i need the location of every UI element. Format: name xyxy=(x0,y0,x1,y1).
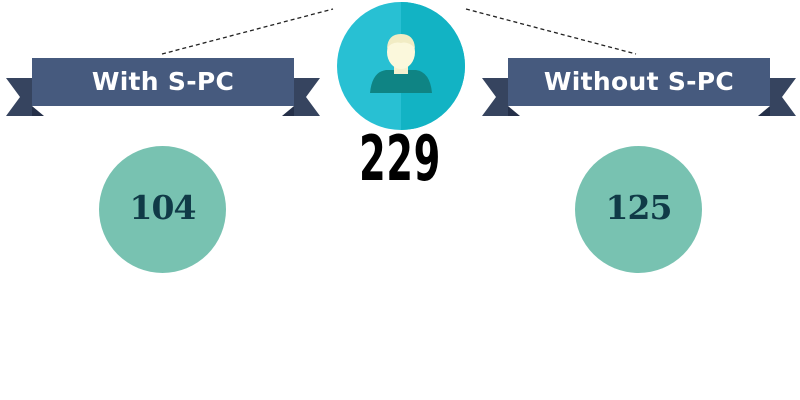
count-without-spc-circle: 125 xyxy=(575,146,702,273)
ribbon-without-spc-shape xyxy=(482,58,796,116)
ribbon-without-spc: Without S-PC xyxy=(482,58,796,116)
count-with-spc-circle: 104 xyxy=(99,146,226,273)
count-without-spc: 125 xyxy=(605,188,673,227)
ribbon-without-spc-label: Without S-PC xyxy=(543,67,735,96)
connector-line-right xyxy=(465,8,637,55)
connector-line-left xyxy=(161,8,334,55)
count-with-spc: 104 xyxy=(129,188,197,227)
total-count: 229 xyxy=(358,122,442,195)
ribbon-with-spc-shape xyxy=(6,58,320,116)
ribbon-with-spc: With S-PC xyxy=(6,58,320,116)
ribbon-with-spc-label: With S-PC xyxy=(91,67,235,96)
